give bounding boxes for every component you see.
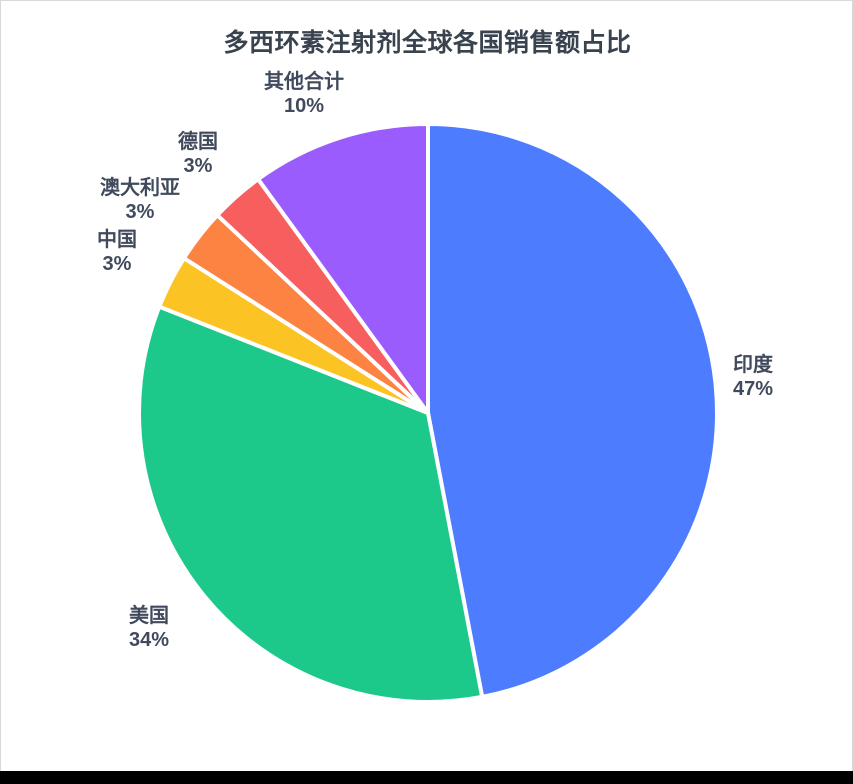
pie-label-name-usa: 美国 [129,605,170,627]
pie-label-china: 中国 3% [97,229,137,276]
pie-label-usa: 美国 34% [129,605,169,652]
pie-label-name-australia: 澳大利亚 [100,177,180,199]
pie-slice-india[interactable] [426,122,719,699]
pie-label-name-germany: 德国 [178,131,218,153]
pie-label-value-germany: 3% [183,154,213,177]
pie-slice-usa[interactable] [137,304,485,704]
pie-label-value-usa: 34% [129,628,170,651]
pie-label-germany: 德国 3% [178,131,218,178]
pie-label-value-china: 3% [102,252,132,275]
pie-label-name-india: 印度 [733,354,773,376]
pie-label-name-others: 其他合计 [264,71,344,93]
pie-label-others: 其他合计 10% [264,71,344,118]
pie-label-india: 印度 47% [733,354,773,401]
pie-label-australia: 澳大利亚 3% [100,177,180,224]
pie-label-value-india: 47% [733,377,774,400]
pie-slice-others[interactable] [256,122,430,415]
pie-label-name-china: 中国 [97,229,137,251]
pie-slice-group [137,122,719,704]
chart-title: 多西环素注射剂全球各国销售额占比 [223,29,632,57]
pie-label-value-australia: 3% [125,200,155,223]
pie-label-value-others: 10% [283,94,325,117]
